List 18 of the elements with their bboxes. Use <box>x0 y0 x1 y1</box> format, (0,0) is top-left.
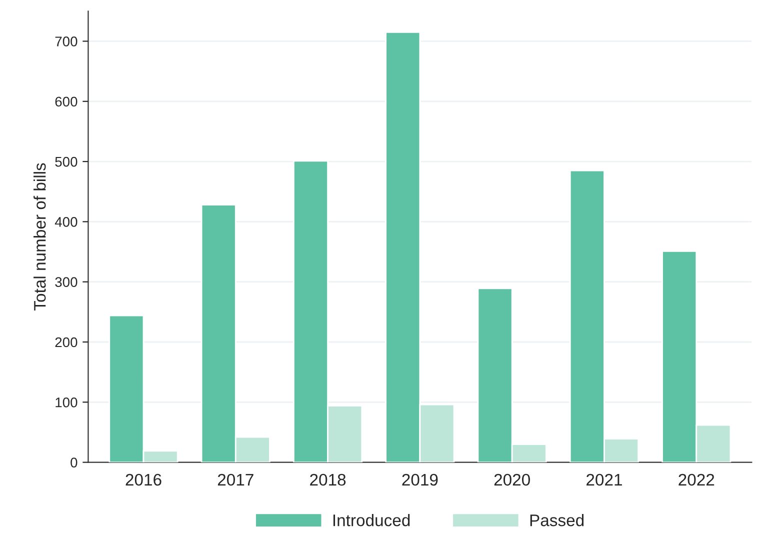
x-tick-label: 2019 <box>402 474 438 486</box>
legend-label: Introduced <box>333 514 410 526</box>
y-tick-label: 0 <box>70 458 78 468</box>
x-tick-label: 2017 <box>218 474 254 486</box>
x-tick-label: 2018 <box>310 474 346 486</box>
y-tick-label: 200 <box>55 337 78 348</box>
x-tick-label: 2021 <box>586 474 622 486</box>
y-tick-label: 300 <box>55 277 78 288</box>
y-tick-label: 400 <box>54 217 78 227</box>
x-tick-label: 2016 <box>126 474 162 486</box>
y-tick-label: 500 <box>55 156 78 167</box>
y-tick-label: 600 <box>55 96 78 107</box>
x-tick-label: 2022 <box>678 474 714 486</box>
y-tick-label: 700 <box>55 36 78 46</box>
x-tick-label: 2020 <box>494 474 530 486</box>
y-tick-label: 100 <box>56 397 78 408</box>
legend-label: Passed <box>530 514 584 526</box>
y-axis-title: Total number of bills <box>34 163 46 310</box>
